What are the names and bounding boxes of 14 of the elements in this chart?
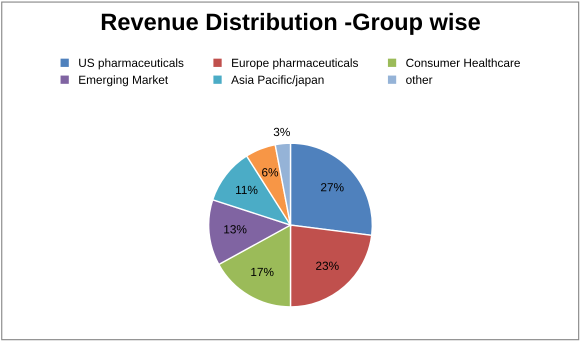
legend-label: Europe pharmaceuticals <box>232 58 358 70</box>
data-label: 27% <box>321 183 344 192</box>
legend-label: Emerging Market <box>79 75 168 86</box>
legend-label: Consumer Healthcare <box>406 58 520 68</box>
data-label: 17% <box>251 268 274 276</box>
legend-label: US pharmaceuticals <box>79 58 184 70</box>
legend-label: other <box>406 75 432 84</box>
chart-title: Revenue Distribution -Group wise <box>102 12 480 35</box>
data-label: 11% <box>236 186 258 194</box>
data-label: 23% <box>316 262 339 270</box>
data-label: 13% <box>224 225 246 234</box>
data-label: 3% <box>274 128 290 136</box>
legend-label: Asia Pacific/japan <box>231 75 324 86</box>
data-label: 6% <box>262 168 278 176</box>
